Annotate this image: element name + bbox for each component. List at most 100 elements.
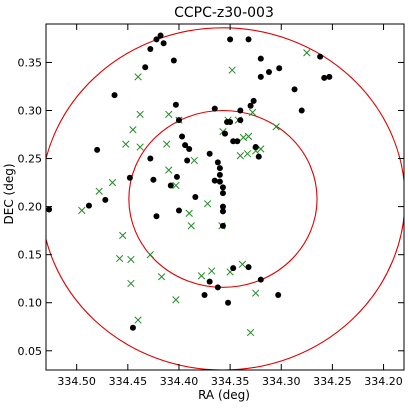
- dot-point: [247, 102, 254, 109]
- dot-point: [153, 36, 160, 43]
- cross-point: [246, 328, 255, 337]
- dot-point: [206, 278, 213, 285]
- dot-point: [234, 138, 241, 145]
- dot-point: [126, 174, 133, 181]
- cross-point: [190, 156, 198, 165]
- cross-point: [136, 143, 144, 151]
- dot-point: [173, 173, 180, 180]
- y-tick-label: 0.10: [18, 297, 43, 310]
- dot-point: [167, 182, 174, 189]
- dot-point: [219, 184, 226, 191]
- dot-point: [227, 119, 234, 126]
- dot-point: [147, 45, 154, 52]
- dot-point: [227, 36, 234, 43]
- cross-point: [157, 273, 166, 281]
- cross-point: [119, 231, 127, 240]
- cross-point: [272, 123, 280, 131]
- cross-point: [244, 132, 253, 141]
- dot-point: [46, 206, 53, 213]
- dot-point: [201, 292, 208, 299]
- y-tick-label: 0.05: [18, 345, 43, 358]
- dot-point: [237, 117, 244, 124]
- y-tick-label: 0.20: [18, 201, 43, 214]
- cross-point: [185, 209, 193, 217]
- outer-circle: [46, 27, 404, 370]
- cross-point: [252, 289, 260, 297]
- dot-point: [219, 208, 226, 215]
- dot-point: [150, 176, 157, 183]
- inner-circle: [128, 109, 318, 288]
- y-tick-label: 0.25: [18, 153, 43, 166]
- cross-point: [127, 279, 135, 288]
- dot-point: [216, 171, 223, 178]
- dot-point: [157, 32, 164, 39]
- cross-point: [203, 200, 212, 208]
- y-tick-label: 0.30: [18, 105, 43, 118]
- dot-point: [298, 107, 305, 114]
- cross-point: [146, 251, 154, 259]
- dot-point: [111, 92, 118, 99]
- cross-point: [163, 140, 171, 148]
- dot-point: [170, 57, 177, 64]
- dot-point: [321, 74, 328, 81]
- cross-point: [134, 316, 142, 324]
- dot-point: [216, 178, 223, 185]
- dot-point: [317, 53, 324, 60]
- dot-point: [216, 165, 223, 172]
- y-axis-label: DEC (deg): [2, 164, 16, 225]
- dot-point: [211, 177, 218, 184]
- x-tick-label: 334.30: [262, 375, 301, 388]
- cross-point: [78, 206, 86, 215]
- dot-point: [186, 145, 193, 152]
- dot-point: [172, 101, 179, 108]
- cross-point: [248, 108, 257, 117]
- x-tick-label: 334.20: [364, 375, 403, 388]
- dot-point: [147, 155, 154, 162]
- dot-point: [222, 130, 228, 137]
- cross-point: [172, 181, 180, 190]
- dot-point: [276, 65, 283, 72]
- plot-frame: [45, 23, 405, 371]
- dot-point: [219, 203, 226, 210]
- dot-point: [225, 299, 232, 306]
- y-tick-label: 0.35: [18, 56, 43, 69]
- dot-point: [182, 142, 189, 149]
- dot-point: [184, 157, 191, 164]
- dot-point: [214, 159, 221, 166]
- cross-point: [115, 254, 124, 263]
- dot-point: [250, 97, 257, 104]
- dot-point: [219, 222, 226, 229]
- x-tick-label: 334.45: [109, 375, 148, 388]
- cross-point: [136, 110, 144, 118]
- dot-point: [219, 190, 226, 197]
- dot-point: [153, 213, 160, 220]
- cross-point: [165, 166, 173, 174]
- dot-point: [102, 196, 109, 203]
- dot-point: [230, 265, 237, 272]
- dot-point: [94, 146, 101, 153]
- dot-point: [291, 86, 298, 93]
- dot-point: [257, 276, 264, 283]
- y-tick-label: 0.15: [18, 249, 43, 262]
- dot-point: [252, 144, 259, 151]
- cross-point: [165, 110, 173, 118]
- dot-point: [179, 133, 186, 140]
- dot-point: [211, 105, 218, 112]
- dot-point: [275, 292, 282, 299]
- chart-title: CCPC-z30-003: [174, 5, 274, 21]
- dot-point: [326, 73, 333, 80]
- dot-point: [214, 284, 221, 291]
- dot-point: [245, 264, 252, 271]
- dot-point: [175, 117, 182, 124]
- cross-point: [303, 49, 311, 57]
- cross-point: [134, 73, 142, 81]
- dot-point: [142, 64, 149, 71]
- dot-point: [257, 73, 264, 80]
- x-axis: 334.50 334.45 334.40 334.35 334.30 334.25 334.…: [57, 24, 403, 388]
- dot-point: [192, 194, 199, 200]
- cross-point: [187, 222, 195, 230]
- dot-point: [175, 207, 182, 214]
- dot-point: [160, 40, 167, 47]
- x-tick-label: 334.25: [313, 375, 352, 388]
